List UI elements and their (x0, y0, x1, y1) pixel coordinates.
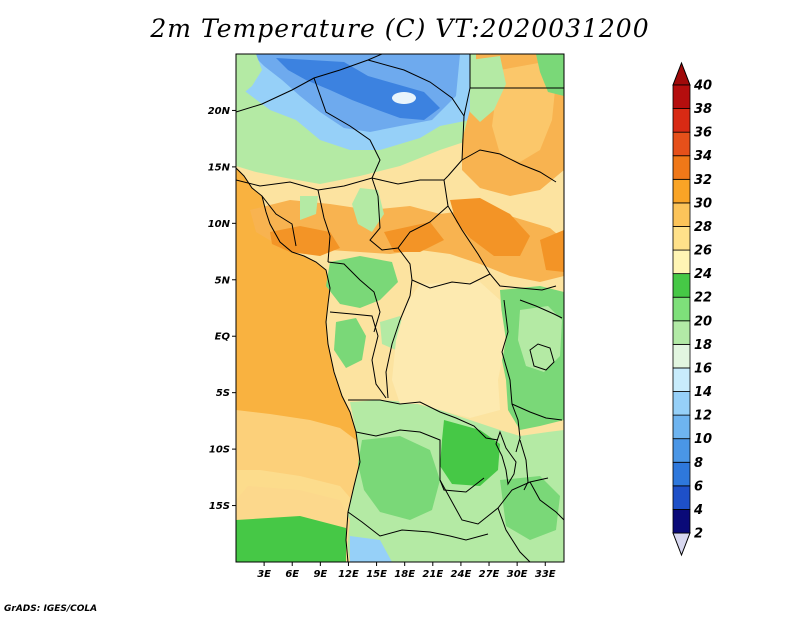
colorbar-level-label: 26 (694, 244, 712, 259)
field-sahel-green (300, 196, 318, 220)
temperature-field (236, 54, 564, 562)
field-chad-green (352, 188, 384, 232)
colorbar-level-label: 20 (694, 314, 712, 329)
lat-tick-label: 10S (209, 445, 230, 456)
colorbar-swatch (672, 84, 691, 109)
colorbar-swatch (672, 226, 691, 251)
field-uganda-light (518, 306, 562, 372)
lon-tick-label: 24E (451, 569, 472, 580)
lon-tick-label: 15E (366, 569, 387, 580)
colorbar-level-label: 8 (694, 456, 703, 471)
field-east-green (470, 56, 506, 122)
colorbar-swatch (672, 391, 691, 416)
colorbar-swatch (672, 131, 691, 157)
country-borders (236, 54, 564, 562)
colorbar-swatch (672, 343, 691, 369)
field-chad-hot (384, 222, 444, 252)
lat-tick-label: 20N (208, 106, 231, 117)
lon-tick-label: 21E (422, 569, 443, 580)
colorbar-level-label: 12 (694, 409, 712, 424)
lon-tick-label: 3E (257, 569, 271, 580)
colorbar-level-label: 24 (694, 267, 712, 282)
lon-tick-label: 30E (507, 569, 528, 580)
colorbar-level-label: 16 (694, 361, 712, 376)
longitude-axis: 3E 6E 9E 12E 15E 18E 21E 24E 27E 30E 33E (257, 562, 556, 580)
colorbar-swatch (672, 202, 691, 227)
colorbar-swatch (672, 438, 691, 463)
lat-tick-label: 5N (215, 275, 231, 286)
colorbar-level-label: 30 (694, 196, 712, 211)
field-mozambique-green (500, 476, 560, 540)
lon-tick-label: 33E (535, 569, 556, 580)
colorbar-level-label: 28 (694, 220, 712, 235)
colorbar-swatch (672, 108, 691, 133)
field-south-blue-spot (350, 536, 392, 562)
colorbar-swatch (672, 367, 691, 392)
lat-tick-label: 5S (216, 388, 230, 399)
lon-tick-label: 12E (338, 569, 359, 580)
colorbar-under-triangle (672, 532, 691, 557)
lon-tick-label: 27E (479, 569, 500, 580)
colorbar-level-label: 14 (694, 385, 712, 400)
colorbar-swatch (672, 296, 691, 322)
colorbar-swatch (672, 461, 691, 487)
colorbar-swatch (672, 485, 691, 510)
colorbar-swatch (672, 273, 691, 298)
colorbar-level-label: 22 (694, 291, 712, 306)
field-south-coast-green (236, 516, 346, 562)
colorbar-swatch (672, 509, 691, 534)
colorbar-level-label: 10 (694, 432, 712, 447)
colorbar-swatch (672, 320, 691, 345)
map-title: 2m Temperature (C) VT:2020031200 (150, 14, 650, 43)
field-northwest-green (236, 54, 262, 98)
colorbar-level-label: 34 (694, 149, 712, 164)
colorbar-over-triangle (672, 61, 691, 86)
map-frame (235, 53, 565, 563)
colorbar-level-label: 18 (694, 338, 712, 353)
colorbar-swatch (672, 178, 691, 204)
lat-tick-label: 15N (208, 162, 231, 173)
field-gabon-green (334, 318, 366, 368)
lon-tick-label: 9E (313, 569, 327, 580)
field-sudan-hot (450, 198, 530, 256)
lat-tick-label: 15S (209, 501, 230, 512)
colorbar-level-label: 32 (694, 173, 712, 188)
field-northeast-green (536, 54, 564, 96)
colorbar-swatch (672, 414, 691, 440)
colorbar-level-label: 6 (694, 479, 703, 494)
lat-tick-label: EQ (215, 332, 231, 343)
field-angola-green (358, 436, 440, 520)
latitude-axis: 20N 15N 10N 5N EQ 5S 10S 15S (208, 106, 236, 512)
field-ethiopia-hot (540, 230, 564, 272)
colorbar-level-label: 2 (694, 527, 703, 542)
colorbar-level-label: 36 (694, 126, 712, 141)
lon-tick-label: 6E (285, 569, 299, 580)
colorbar-level-label: 40 (693, 79, 712, 94)
field-north-blue-dark (276, 58, 440, 120)
colorbar-level-label: 38 (694, 102, 712, 117)
field-northeast-band (492, 62, 556, 162)
lon-tick-label: 18E (394, 569, 415, 580)
field-north-cold-spot (392, 92, 416, 104)
field-drc-basin (392, 282, 506, 418)
colorbar-swatch (672, 155, 691, 180)
colorbar-swatch (672, 249, 691, 275)
credit-label: GrADS: IGES/COLA (4, 604, 98, 614)
colorbar-level-label: 4 (693, 503, 703, 518)
lat-tick-label: 10N (208, 219, 231, 230)
